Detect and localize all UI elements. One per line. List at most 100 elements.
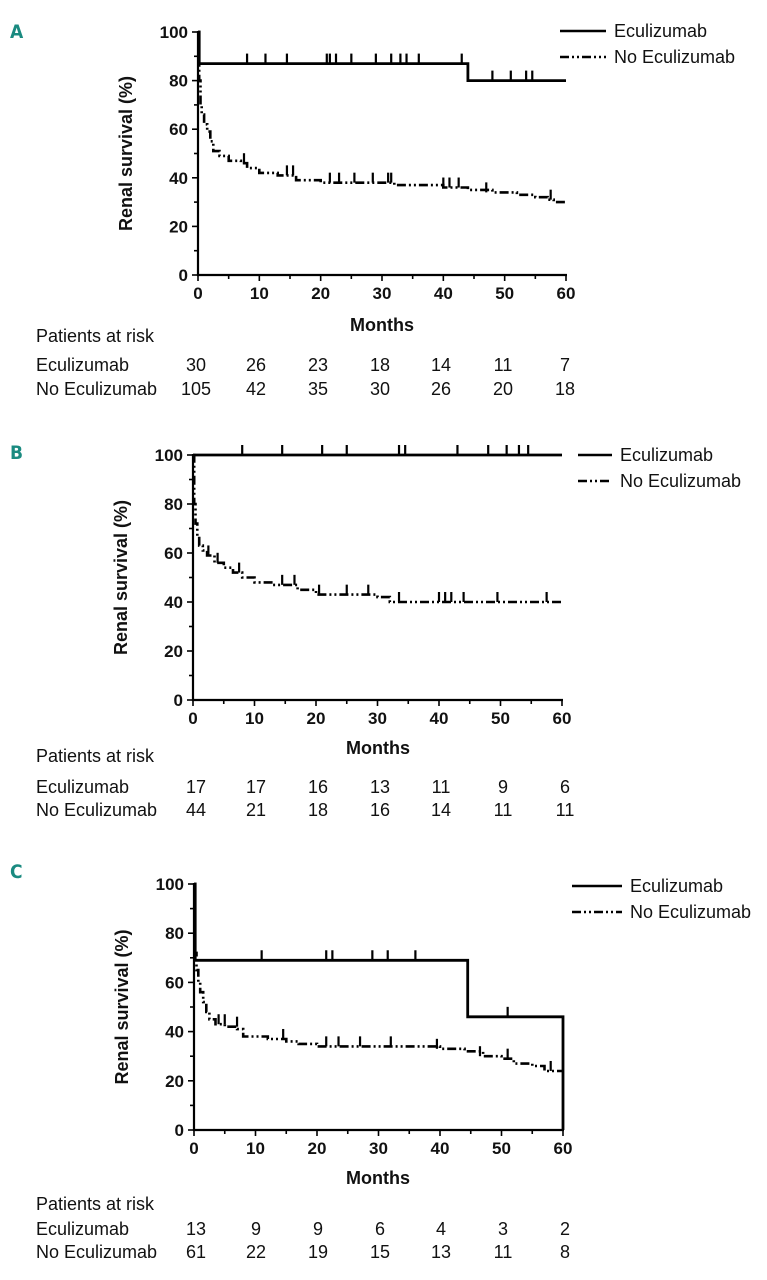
x-tick-label: 20 [307, 709, 326, 728]
risk-value: 30 [370, 379, 390, 399]
risk-value: 14 [431, 355, 451, 375]
x-tick-label: 0 [189, 1139, 198, 1158]
series-no-eculizumab-line [193, 882, 563, 1073]
legend-label: Eculizumab [620, 445, 713, 465]
risk-value: 13 [370, 777, 390, 797]
x-tick-label: 60 [557, 284, 576, 303]
y-tick-label: 100 [156, 875, 184, 894]
legend-label: No Eculizumab [620, 471, 741, 491]
risk-row-label: No Eculizumab [36, 1242, 157, 1262]
x-tick-label: 0 [193, 284, 202, 303]
x-tick-label: 30 [369, 1139, 388, 1158]
risk-table-header: Patients at risk [36, 326, 155, 346]
risk-value: 16 [308, 777, 328, 797]
risk-row-label: No Eculizumab [36, 379, 157, 399]
risk-value: 21 [246, 800, 266, 820]
y-tick-label: 80 [169, 72, 188, 91]
y-tick-label: 0 [179, 266, 188, 285]
y-tick-label: 80 [165, 924, 184, 943]
risk-value: 18 [308, 800, 328, 820]
risk-value: 35 [308, 379, 328, 399]
x-tick-label: 50 [492, 1139, 511, 1158]
y-axis-title: Renal survival (%) [112, 929, 132, 1084]
risk-row-label: Eculizumab [36, 777, 129, 797]
risk-value: 30 [186, 355, 206, 375]
y-axis-title: Renal survival (%) [116, 76, 136, 231]
y-tick-label: 40 [164, 593, 183, 612]
x-axis-title: Months [346, 1168, 410, 1188]
y-axis-title: Renal survival (%) [111, 500, 131, 655]
y-tick-label: 20 [165, 1072, 184, 1091]
risk-value: 9 [498, 777, 508, 797]
panel-a: A 0 20 40 60 80 100 0 10 20 30 40 50 60 Months Renal s… [10, 21, 735, 399]
risk-value: 61 [186, 1242, 206, 1262]
panel-letter: B [10, 442, 23, 464]
risk-value: 19 [308, 1242, 328, 1262]
risk-value: 11 [494, 355, 513, 375]
x-tick-label: 10 [245, 709, 264, 728]
risk-table-header: Patients at risk [36, 1194, 155, 1214]
y-tick-label: 40 [169, 169, 188, 188]
risk-value: 11 [494, 800, 513, 820]
risk-value: 22 [246, 1242, 266, 1262]
x-tick-label: 50 [491, 709, 510, 728]
risk-value: 7 [560, 355, 570, 375]
risk-value: 42 [246, 379, 266, 399]
y-tick-label: 0 [175, 1121, 184, 1140]
risk-value: 15 [370, 1242, 390, 1262]
risk-value: 105 [181, 379, 211, 399]
risk-row-label: Eculizumab [36, 1219, 129, 1239]
x-tick-label: 30 [368, 709, 387, 728]
risk-value: 9 [251, 1219, 261, 1239]
series-no-eculizumab-line [197, 30, 566, 204]
risk-value: 3 [498, 1219, 508, 1239]
x-tick-label: 50 [495, 284, 514, 303]
x-tick-label: 20 [308, 1139, 327, 1158]
panel-c: C 0 20 40 60 80 100 0 10 20 30 40 50 60 Months Renal s… [10, 861, 751, 1262]
x-tick-label: 10 [246, 1139, 265, 1158]
risk-value: 11 [556, 800, 575, 820]
risk-value: 8 [560, 1242, 570, 1262]
y-tick-label: 60 [164, 544, 183, 563]
x-tick-label: 60 [554, 1139, 573, 1158]
risk-row-label: Eculizumab [36, 355, 129, 375]
risk-value: 6 [560, 777, 570, 797]
x-tick-label: 40 [434, 284, 453, 303]
risk-value: 26 [431, 379, 451, 399]
legend-label: No Eculizumab [630, 902, 751, 922]
risk-value: 11 [494, 1242, 513, 1262]
x-axis-title: Months [346, 738, 410, 758]
risk-value: 14 [431, 800, 451, 820]
risk-value: 17 [246, 777, 266, 797]
risk-value: 2 [560, 1219, 570, 1239]
risk-row-label: No Eculizumab [36, 800, 157, 820]
series-no-eculizumab-line [192, 453, 562, 604]
x-tick-label: 40 [430, 709, 449, 728]
risk-value: 16 [370, 800, 390, 820]
legend-label: Eculizumab [630, 876, 723, 896]
y-tick-label: 60 [165, 973, 184, 992]
panel-b: B 0 20 40 60 80 100 0 10 20 30 40 50 60 Months Renal s… [10, 442, 741, 820]
y-tick-label: 20 [169, 217, 188, 236]
x-tick-label: 0 [188, 709, 197, 728]
y-tick-label: 80 [164, 495, 183, 514]
risk-value: 9 [313, 1219, 323, 1239]
y-tick-label: 20 [164, 642, 183, 661]
risk-value: 44 [186, 800, 206, 820]
risk-value: 11 [432, 777, 451, 797]
x-tick-label: 40 [431, 1139, 450, 1158]
risk-value: 4 [436, 1219, 446, 1239]
legend-label: Eculizumab [614, 21, 707, 41]
x-tick-label: 10 [250, 284, 269, 303]
risk-value: 18 [555, 379, 575, 399]
x-tick-label: 60 [553, 709, 572, 728]
y-tick-label: 60 [169, 120, 188, 139]
x-axis-title: Months [350, 315, 414, 335]
risk-value: 26 [246, 355, 266, 375]
legend-label: No Eculizumab [614, 47, 735, 67]
risk-value: 20 [493, 379, 513, 399]
risk-value: 18 [370, 355, 390, 375]
risk-value: 6 [375, 1219, 385, 1239]
x-tick-label: 20 [311, 284, 330, 303]
